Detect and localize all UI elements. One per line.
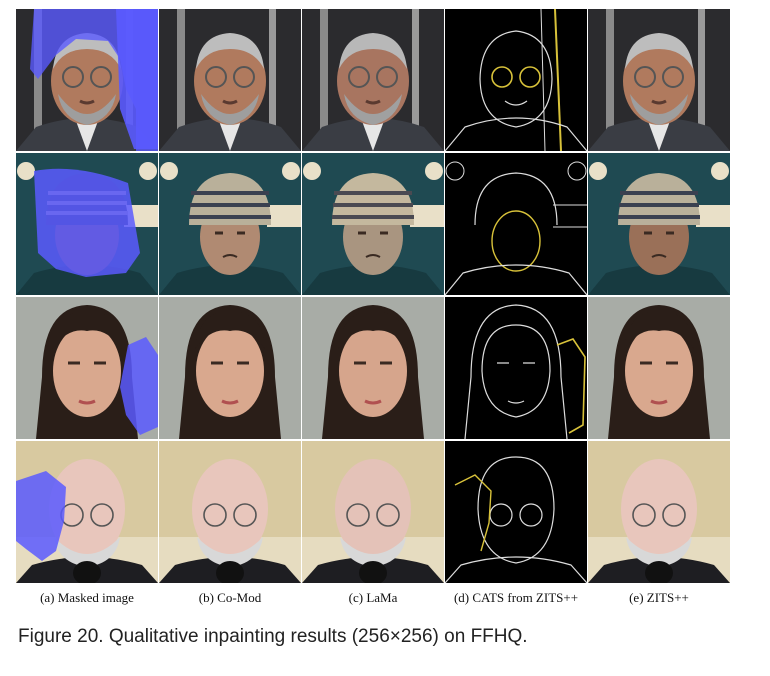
caption-co-mod: (b) Co-Mod bbox=[198, 590, 262, 605]
row2-co-mod bbox=[159, 153, 301, 295]
row2-cats-edges bbox=[445, 153, 587, 295]
row1-lama bbox=[302, 9, 444, 151]
row3-zits bbox=[588, 297, 730, 439]
row2-zits bbox=[588, 153, 730, 295]
caption-masked-image: (a) Masked image bbox=[40, 590, 134, 605]
row2-masked-image bbox=[16, 153, 158, 295]
row4-cats-edges bbox=[445, 441, 587, 583]
row1-zits bbox=[588, 9, 730, 151]
row4-zits bbox=[588, 441, 730, 583]
results-grid bbox=[16, 9, 732, 583]
row3-cats-edges bbox=[445, 297, 587, 439]
row4-lama bbox=[302, 441, 444, 583]
row3-co-mod bbox=[159, 297, 301, 439]
row3-masked-image bbox=[16, 297, 158, 439]
row2-lama bbox=[302, 153, 444, 295]
row1-co-mod bbox=[159, 9, 301, 151]
caption-cats-zits: (d) CATS from ZITS++ bbox=[453, 590, 579, 605]
row4-co-mod bbox=[159, 441, 301, 583]
caption-zits: (e) ZITS++ bbox=[629, 590, 689, 605]
row4-masked-image bbox=[16, 441, 158, 583]
row1-cats-edges bbox=[445, 9, 587, 151]
caption-lama: (c) LaMa bbox=[348, 590, 398, 605]
row1-masked-image bbox=[16, 9, 158, 151]
row3-lama bbox=[302, 297, 444, 439]
figure-caption: Figure 20. Qualitative inpainting result… bbox=[18, 626, 528, 647]
